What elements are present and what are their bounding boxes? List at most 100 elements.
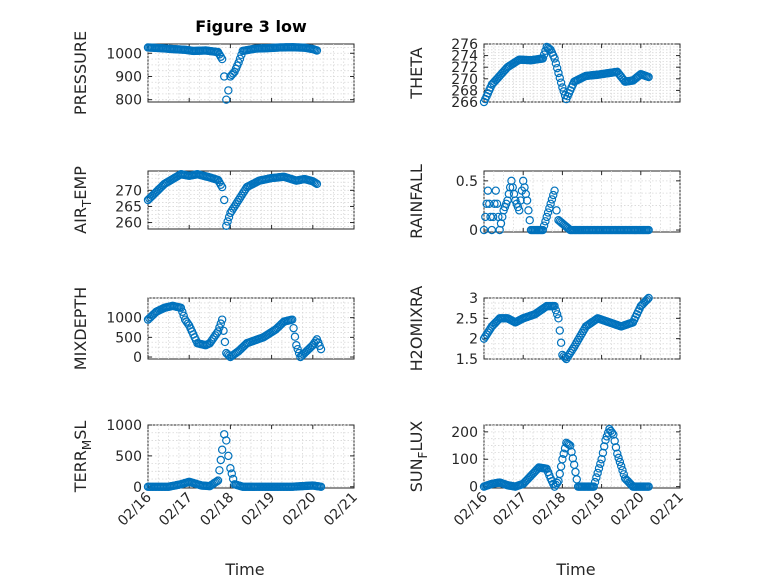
data-point xyxy=(222,221,231,230)
data-point xyxy=(222,95,231,104)
data-point xyxy=(542,212,551,222)
data-point xyxy=(522,196,532,205)
data-point xyxy=(227,469,236,478)
data-point xyxy=(558,455,567,464)
data-point xyxy=(234,195,243,205)
data-point xyxy=(546,199,555,208)
data-point xyxy=(491,186,500,195)
data-point xyxy=(305,343,315,353)
y-tick-label: 268 xyxy=(451,83,478,99)
data-point xyxy=(552,310,562,319)
data-point xyxy=(541,217,550,226)
data-point xyxy=(590,477,600,487)
data-point xyxy=(643,295,652,304)
data-point xyxy=(220,337,230,347)
y-tick-label: 274 xyxy=(451,49,478,65)
y-tick-label: 270 xyxy=(451,72,478,88)
data-point xyxy=(641,296,651,305)
data-point xyxy=(614,453,623,463)
data-point xyxy=(231,200,241,209)
data-point xyxy=(222,436,231,445)
data-point xyxy=(212,477,221,486)
data-point xyxy=(216,319,225,328)
x-tick-label: 02/19 xyxy=(569,490,609,530)
y-tick-label: 900 xyxy=(115,69,142,85)
data-point xyxy=(633,72,643,81)
data-point xyxy=(485,199,494,208)
x-tick-label: 02/18 xyxy=(197,490,237,530)
y-axis-label: PRESSURE xyxy=(71,31,90,115)
data-point xyxy=(224,86,233,95)
data-point xyxy=(220,72,229,81)
data-point xyxy=(559,352,568,361)
data-point xyxy=(226,208,235,218)
data-point xyxy=(215,466,224,475)
x-axis-label: Time xyxy=(555,560,595,579)
y-tick-label: 265 xyxy=(115,199,142,215)
data-point xyxy=(223,217,232,226)
data-point xyxy=(524,206,533,215)
y-axis-label: MIXDEPTH xyxy=(71,287,90,370)
y-axis-label: AIRTEMP xyxy=(71,166,94,234)
data-point xyxy=(539,50,549,59)
data-point xyxy=(213,476,223,485)
x-tick-label: 02/21 xyxy=(647,490,687,530)
y-tick-label: 0 xyxy=(469,223,478,239)
data-point xyxy=(568,454,578,463)
data-point xyxy=(176,303,186,313)
y-axis-label: H2OMIXRA xyxy=(407,286,426,372)
data-point xyxy=(237,191,246,200)
y-axis-label: SUNFLUX xyxy=(407,421,430,493)
data-point xyxy=(547,195,557,204)
data-point xyxy=(227,206,236,215)
data-point xyxy=(492,199,502,208)
data-point xyxy=(549,190,558,200)
data-point xyxy=(550,54,559,63)
data-point xyxy=(593,468,602,478)
y-tick-label: 266 xyxy=(451,95,478,111)
data-point xyxy=(486,212,495,222)
x-axis-label: Time xyxy=(224,560,264,579)
data-point xyxy=(220,195,229,205)
data-point xyxy=(568,344,578,354)
subplot-1: 800 900 1000 PRESSURE Figure 3 low xyxy=(71,17,355,115)
data-point xyxy=(216,455,225,465)
y-tick-label: 2 xyxy=(469,332,478,348)
data-point xyxy=(316,482,326,491)
data-point xyxy=(615,457,625,467)
data-point xyxy=(235,193,245,203)
data-point xyxy=(292,341,301,350)
data-point xyxy=(289,323,298,333)
y-tick-label: 272 xyxy=(451,60,478,76)
y-tick-label: 100 xyxy=(451,452,478,468)
data-point xyxy=(550,186,559,195)
data-point xyxy=(596,459,605,469)
data-point xyxy=(644,72,653,82)
data-point xyxy=(589,482,598,491)
data-point xyxy=(516,196,525,205)
data-point xyxy=(316,344,326,354)
x-tick-label: 02/18 xyxy=(529,490,569,530)
x-tick-label: 02/21 xyxy=(321,490,361,530)
y-tick-label: 276 xyxy=(451,37,478,53)
data-point xyxy=(228,204,238,213)
data-point xyxy=(598,448,608,458)
data-point xyxy=(613,449,622,458)
y-tick-label: 800 xyxy=(115,93,142,109)
data-point xyxy=(594,464,604,473)
x-tick-label: 02/17 xyxy=(156,490,196,530)
data-point xyxy=(293,344,302,354)
data-point xyxy=(178,307,187,316)
y-tick-label: 0.5 xyxy=(456,174,478,190)
data-point xyxy=(564,440,574,449)
data-point xyxy=(554,314,563,323)
data-point xyxy=(235,54,245,63)
data-point xyxy=(213,327,223,336)
data-point xyxy=(556,338,566,347)
data-point xyxy=(311,178,320,188)
x-tick-label: 02/20 xyxy=(608,490,648,530)
data-point xyxy=(238,189,247,198)
